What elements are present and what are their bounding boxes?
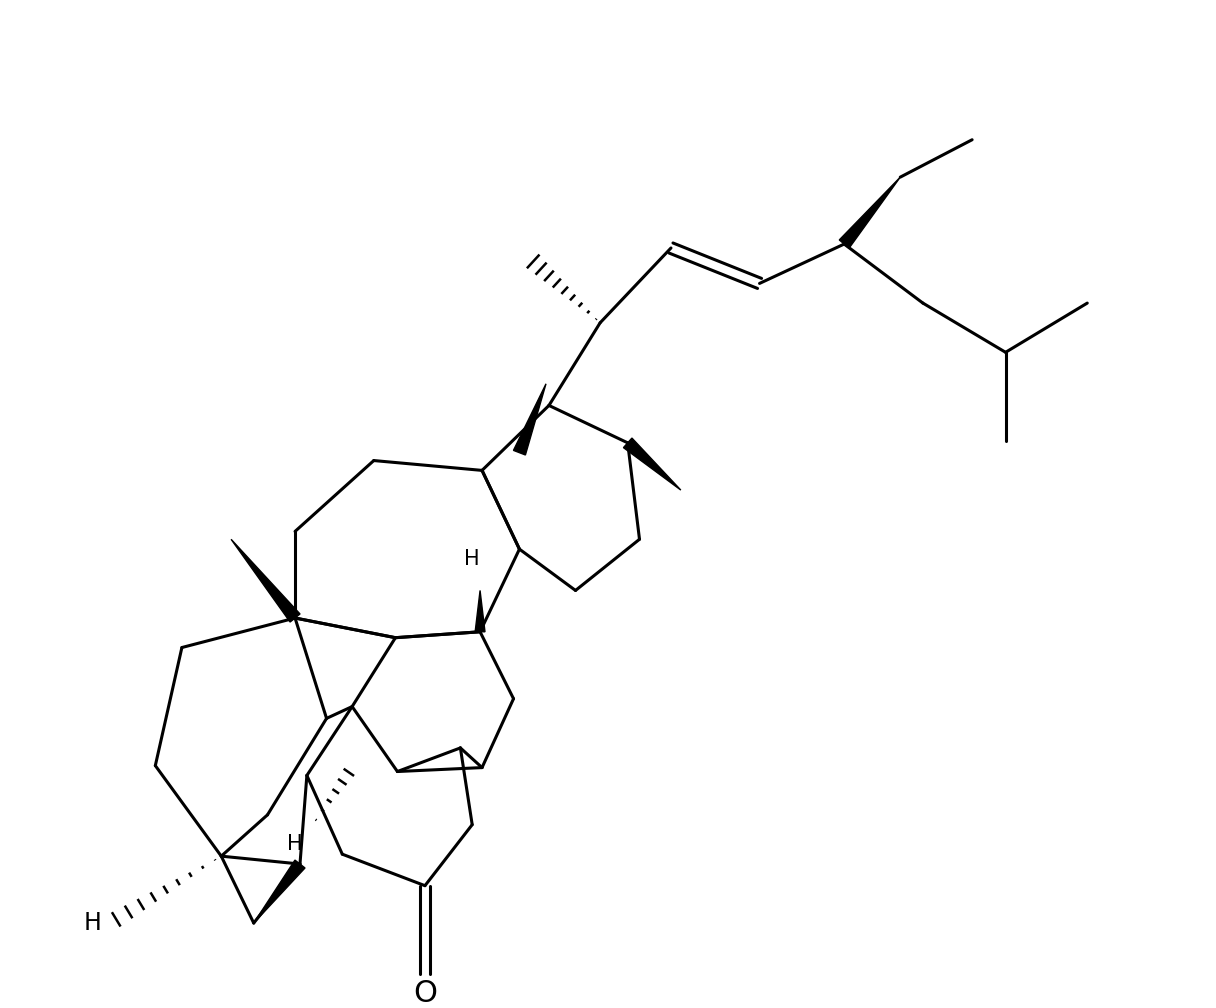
Polygon shape <box>624 438 681 490</box>
Text: H: H <box>84 911 101 935</box>
Polygon shape <box>475 591 485 632</box>
Polygon shape <box>839 177 900 248</box>
Text: H: H <box>465 549 480 569</box>
Polygon shape <box>513 384 546 455</box>
Polygon shape <box>231 539 300 622</box>
Text: O: O <box>413 980 437 1008</box>
Text: H: H <box>287 835 303 855</box>
Polygon shape <box>254 860 305 923</box>
